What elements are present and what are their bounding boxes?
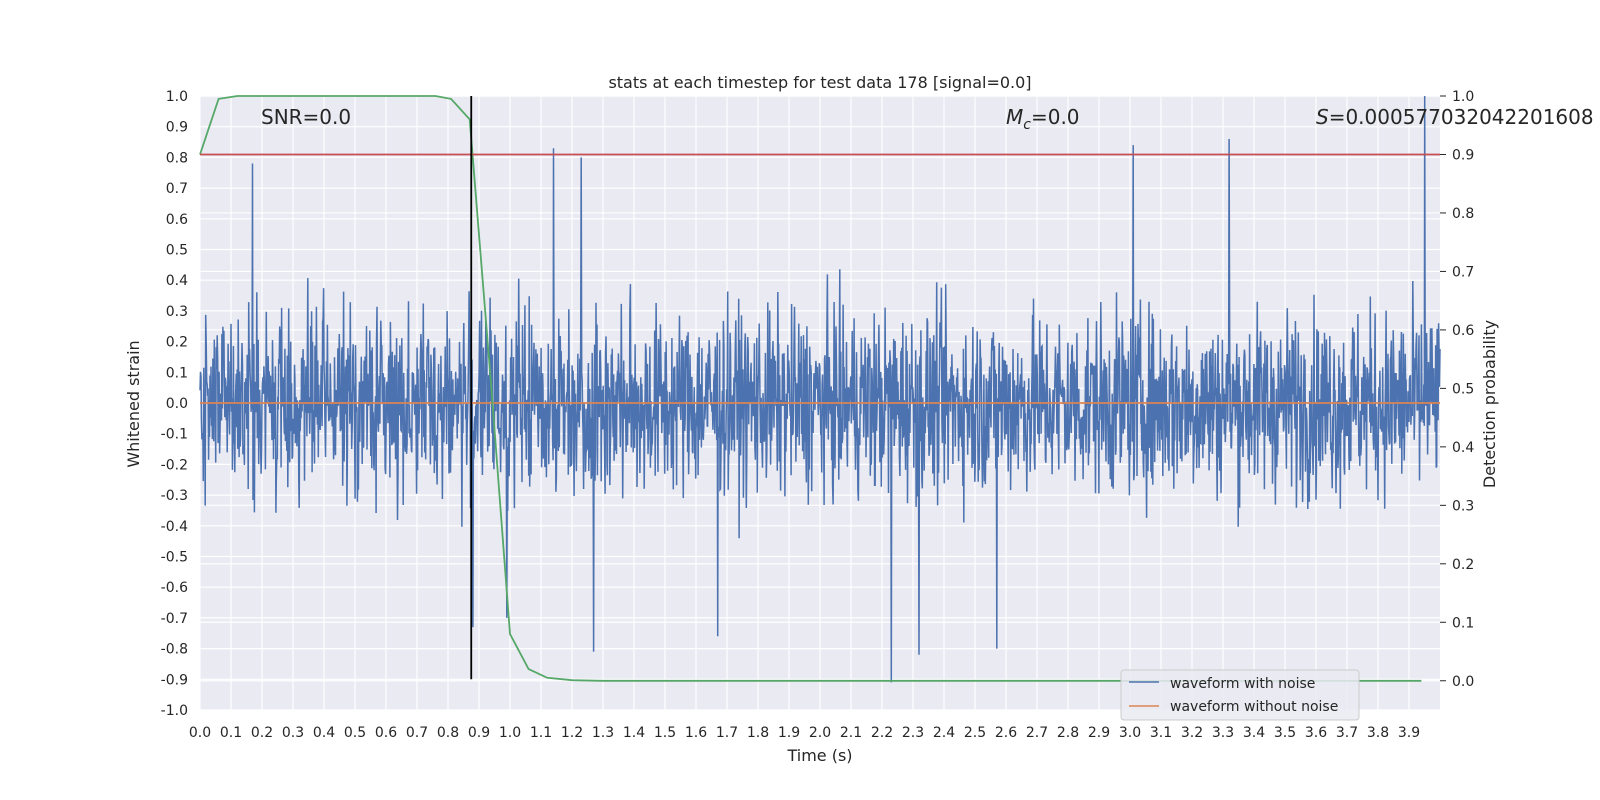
y-tick-label: 0.6 bbox=[166, 212, 188, 228]
x-tick-label: 1.3 bbox=[592, 725, 614, 741]
x-tick-label: 3.3 bbox=[1212, 725, 1234, 741]
y-axis-label: Whitened strain bbox=[124, 340, 143, 467]
x-tick-label: 3.1 bbox=[1150, 725, 1172, 741]
x-tick-label: 0.6 bbox=[375, 725, 397, 741]
y2-tick-label: 0.4 bbox=[1452, 440, 1474, 456]
y-tick-label: -0.6 bbox=[161, 580, 188, 596]
x-tick-label: 0.5 bbox=[344, 725, 366, 741]
x-tick-label: 2.3 bbox=[902, 725, 924, 741]
y-tick-label: 0.1 bbox=[166, 365, 188, 381]
x-tick-label: 0.9 bbox=[468, 725, 490, 741]
x-axis-ticks: 0.0 0.1 0.2 0.3 0.4 0.5 0.6 0.7 0.8 0.9 1.0 1.1 1.2 1… bbox=[189, 725, 1420, 741]
y-tick-label: 0.3 bbox=[166, 304, 188, 320]
x-tick-label: 1.7 bbox=[716, 725, 738, 741]
x-tick-label: 0.8 bbox=[437, 725, 459, 741]
y2-tick-label: 0.7 bbox=[1452, 264, 1474, 280]
y2-tick-label: 0.9 bbox=[1452, 147, 1474, 163]
x-tick-label: 1.8 bbox=[747, 725, 769, 741]
mc-symbol: M bbox=[1006, 105, 1023, 129]
legend-box bbox=[1120, 669, 1360, 721]
y-tick-label: -0.9 bbox=[161, 672, 188, 688]
y-tick-label: -0.3 bbox=[161, 488, 188, 504]
x-tick-label: 0.0 bbox=[189, 725, 211, 741]
mc-value: =0.0 bbox=[1031, 105, 1080, 129]
chart-title: stats at each timestep for test data 178… bbox=[608, 73, 1031, 92]
waveform-with-noise-line bbox=[199, 95, 1441, 683]
x-tick-label: 3.5 bbox=[1274, 725, 1296, 741]
y-tick-label: 0.5 bbox=[166, 243, 188, 259]
y2-tick-label: 0.2 bbox=[1452, 557, 1474, 573]
x-tick-label: 2.6 bbox=[995, 725, 1017, 741]
x-tick-label: 1.0 bbox=[499, 725, 521, 741]
x-axis-label: Time (s) bbox=[786, 746, 852, 765]
x-tick-label: 2.1 bbox=[840, 725, 862, 741]
y2-tick-label: 0.6 bbox=[1452, 323, 1474, 339]
detection-probability-line bbox=[199, 95, 1422, 682]
y-tick-label: -0.7 bbox=[161, 611, 188, 627]
s-value: =0.000577032042201608 bbox=[1329, 105, 1594, 129]
x-tick-label: 2.8 bbox=[1057, 725, 1079, 741]
legend-label-noise: waveform with noise bbox=[1170, 676, 1315, 692]
x-tick-label: 2.5 bbox=[964, 725, 986, 741]
x-tick-label: 3.4 bbox=[1243, 725, 1265, 741]
x-tick-label: 3.2 bbox=[1181, 725, 1203, 741]
y-tick-label: 0.2 bbox=[166, 335, 188, 351]
x-tick-label: 3.7 bbox=[1336, 725, 1358, 741]
x-tick-label: 2.2 bbox=[871, 725, 893, 741]
y-tick-label: 0.9 bbox=[166, 120, 188, 136]
y-tick-label: -0.4 bbox=[161, 519, 188, 535]
mc-subscript: c bbox=[1023, 117, 1031, 133]
y2-tick-label: 0.0 bbox=[1452, 674, 1474, 690]
snr-annotation: SNR=0.0 bbox=[261, 105, 351, 129]
y2-tick-label: 1.0 bbox=[1452, 89, 1474, 105]
y-axis-ticks: 1.0 0.9 0.8 0.7 0.6 0.5 0.4 0.3 0.2 0.1 0.0 -0.1 -0.… bbox=[161, 89, 188, 719]
legend-label-clean: waveform without noise bbox=[1170, 699, 1338, 715]
y-tick-label: 0.7 bbox=[166, 181, 188, 197]
line-series bbox=[199, 95, 1440, 682]
x-tick-label: 2.0 bbox=[809, 725, 831, 741]
y-tick-label: -0.2 bbox=[161, 457, 188, 473]
x-tick-label: 2.4 bbox=[933, 725, 955, 741]
y-tick-label: -0.8 bbox=[161, 642, 188, 658]
x-tick-label: 1.4 bbox=[623, 725, 645, 741]
s-annotation: S=0.000577032042201608 bbox=[1316, 105, 1594, 129]
y-tick-label: -1.0 bbox=[161, 703, 188, 719]
x-tick-label: 0.7 bbox=[406, 725, 428, 741]
y-tick-label: -0.1 bbox=[161, 427, 188, 443]
x-tick-label: 3.8 bbox=[1367, 725, 1389, 741]
x-tick-label: 1.1 bbox=[530, 725, 552, 741]
x-tick-label: 0.2 bbox=[251, 725, 273, 741]
x-tick-label: 1.9 bbox=[778, 725, 800, 741]
x-tick-label: 0.1 bbox=[220, 725, 242, 741]
x-tick-label: 2.9 bbox=[1088, 725, 1110, 741]
x-tick-label: 1.5 bbox=[654, 725, 676, 741]
x-tick-label: 2.7 bbox=[1026, 725, 1048, 741]
y-tick-label: 0.4 bbox=[166, 273, 188, 289]
mc-annotation: Mc=0.0 bbox=[1006, 105, 1080, 133]
x-tick-label: 0.4 bbox=[313, 725, 335, 741]
x-tick-label: 1.6 bbox=[685, 725, 707, 741]
y2-axis-label: Detection probability bbox=[1480, 320, 1499, 488]
legend: waveform with noise waveform without noi… bbox=[1120, 669, 1360, 721]
y2-tick-label: 0.3 bbox=[1452, 498, 1474, 514]
y2-axis-ticks: 1.0 0.9 0.8 0.7 0.6 0.5 0.4 0.3 0.2 0.1 0.0 bbox=[1440, 89, 1474, 690]
x-tick-label: 3.0 bbox=[1119, 725, 1141, 741]
y-tick-label: 0.0 bbox=[166, 396, 188, 412]
y2-tick-label: 0.1 bbox=[1452, 615, 1474, 631]
y2-tick-label: 0.5 bbox=[1452, 381, 1474, 397]
y-tick-label: -0.5 bbox=[161, 550, 188, 566]
y-tick-label: 1.0 bbox=[166, 89, 188, 105]
x-tick-label: 0.3 bbox=[282, 725, 304, 741]
s-symbol: S bbox=[1316, 105, 1329, 129]
waveform-with-noise-series bbox=[199, 95, 1441, 683]
x-tick-label: 3.9 bbox=[1398, 725, 1420, 741]
x-tick-label: 1.2 bbox=[561, 725, 583, 741]
y-tick-label: 0.8 bbox=[166, 150, 188, 166]
x-tick-label: 3.6 bbox=[1305, 725, 1327, 741]
y2-tick-label: 0.8 bbox=[1452, 206, 1474, 222]
